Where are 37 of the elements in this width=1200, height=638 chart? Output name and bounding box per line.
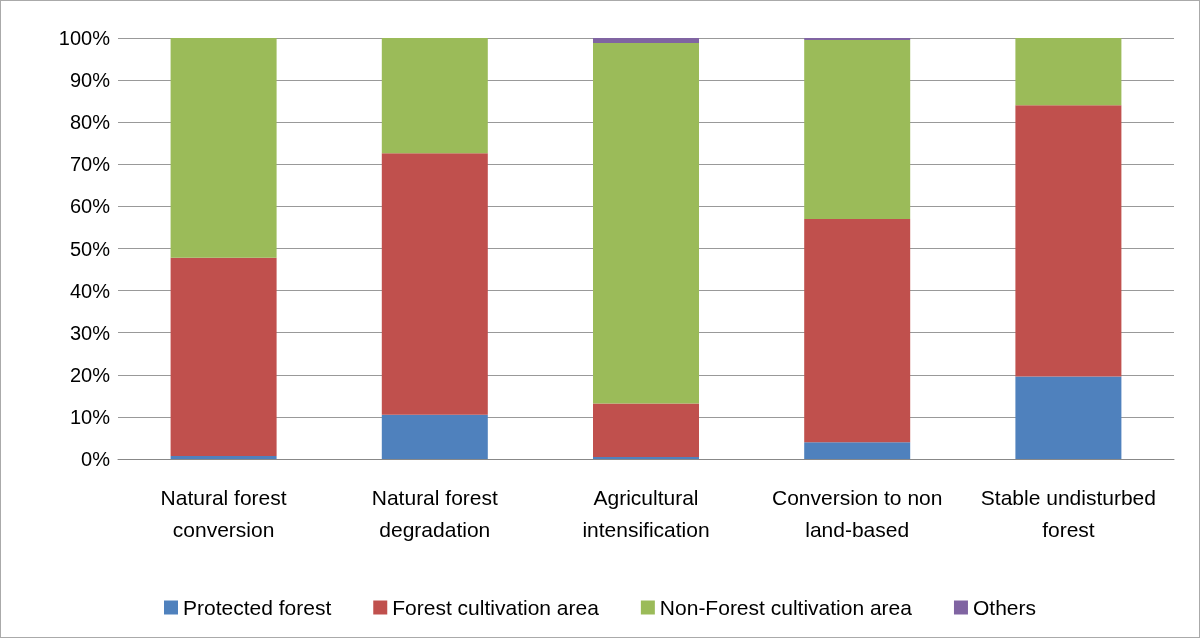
legend-label: Non-Forest cultivation area (659, 596, 913, 619)
y-tick-label: 40% (69, 279, 111, 302)
y-tick-label: 0% (81, 448, 111, 470)
x-tick-label: Natural forest conversion (160, 485, 287, 541)
x-tick-label: Natural forest degradation (371, 485, 498, 541)
bar (170, 257, 277, 457)
bar (804, 40, 911, 220)
bar (381, 38, 488, 154)
legend-label: Others (972, 596, 1036, 619)
x-tick-label: Agricultural intensification (582, 485, 710, 541)
bar (170, 456, 277, 459)
y-tick-label: 20% (69, 363, 111, 386)
bar (1015, 105, 1122, 377)
bar (804, 442, 911, 459)
y-tick-label: 100% (58, 27, 111, 49)
legend-label: Protected forest (183, 596, 332, 619)
bar (170, 38, 277, 258)
bar (804, 219, 911, 443)
x-tick-label: Conversion to non land-based (771, 485, 943, 541)
x-tick-label: Stable undisturbed forest (980, 485, 1156, 541)
bar (593, 38, 699, 44)
y-tick-label: 90% (69, 69, 111, 92)
bar (1015, 38, 1122, 106)
bar (1015, 376, 1122, 459)
bar (593, 43, 699, 404)
bar (381, 414, 488, 459)
bar (593, 403, 699, 457)
bar (593, 456, 699, 459)
y-tick-label: 70% (69, 153, 111, 176)
bar (804, 38, 911, 41)
y-tick-label: 50% (69, 237, 111, 260)
legend-label: Forest cultivation area (392, 596, 600, 619)
y-tick-label: 10% (69, 405, 111, 428)
y-tick-label: 30% (69, 321, 111, 344)
y-tick-label: 60% (69, 195, 111, 218)
bar (381, 153, 488, 415)
y-tick-label: 80% (69, 111, 111, 134)
